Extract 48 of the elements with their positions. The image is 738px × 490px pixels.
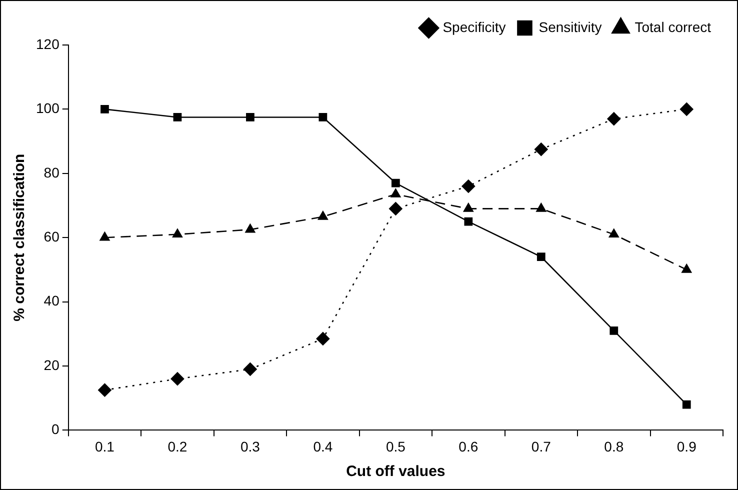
point <box>170 372 184 386</box>
point <box>464 217 473 226</box>
legend-label: Specificity <box>442 18 506 35</box>
y-tick-label: 120 <box>36 36 60 52</box>
x-tick-label: 0.7 <box>531 438 552 454</box>
point <box>682 400 691 409</box>
point <box>607 112 621 126</box>
point <box>246 113 254 122</box>
point <box>316 332 330 346</box>
point <box>390 188 401 198</box>
x-axis-title: Cut off values <box>346 463 446 480</box>
point <box>100 232 110 241</box>
point <box>318 211 328 220</box>
point <box>463 203 474 212</box>
y-tick-label: 80 <box>44 164 60 180</box>
y-axis-title: % correct classification <box>11 154 28 322</box>
point <box>608 228 619 238</box>
point <box>536 252 546 262</box>
x-tick-label: 0.4 <box>313 438 333 454</box>
point <box>391 178 400 188</box>
x-tick-label: 0.6 <box>458 438 478 454</box>
x-tick-label: 0.9 <box>676 438 697 454</box>
point <box>245 224 256 233</box>
point <box>172 228 182 238</box>
x-tick-label: 0.1 <box>94 438 115 454</box>
y-tick-label: 0 <box>52 421 60 438</box>
point <box>173 113 182 122</box>
point <box>389 202 402 216</box>
y-tick-label: 20 <box>44 356 60 373</box>
point <box>610 326 618 335</box>
point <box>318 113 328 122</box>
point <box>536 203 546 212</box>
point <box>98 383 112 397</box>
legend-label: Sensitivity <box>538 18 602 35</box>
y-tick-label: 40 <box>44 292 60 309</box>
x-tick-label: 0.8 <box>604 438 624 454</box>
point <box>462 180 476 193</box>
point <box>100 105 109 114</box>
x-tick-label: 0.2 <box>168 438 188 454</box>
x-tick-label: 0.3 <box>240 438 260 454</box>
x-tick-label: 0.5 <box>386 438 406 454</box>
y-tick-label: 100 <box>36 100 60 116</box>
y-tick-label: 60 <box>44 228 60 244</box>
legend-label: Total correct <box>634 18 712 35</box>
point <box>244 362 257 376</box>
point <box>534 142 548 156</box>
point <box>682 264 692 273</box>
point <box>680 102 694 116</box>
